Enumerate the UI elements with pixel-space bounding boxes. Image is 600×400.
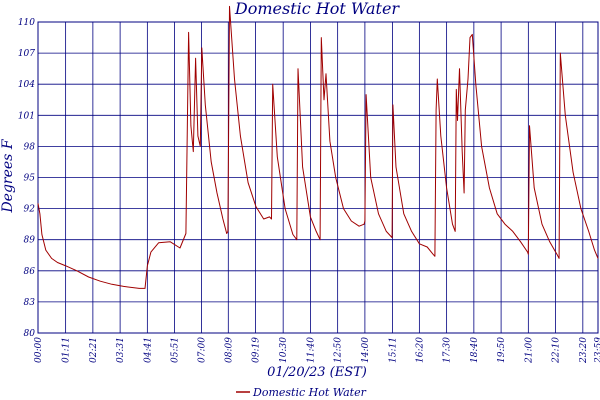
x-tick-label: 00:00 [34,337,44,363]
x-tick-label: 11:40 [306,337,316,363]
x-tick-label: 16:20 [415,337,425,363]
x-tick-label: 07:00 [197,337,207,363]
x-tick-label: 02:21 [89,337,99,363]
x-tick-label: 17:30 [443,337,453,363]
x-tick-label: 19:50 [497,337,507,363]
x-tick-label: 12:50 [334,337,344,363]
x-tick-label: 09:19 [252,337,262,363]
x-axis-label: 01/20/23 (EST) [267,365,367,380]
y-tick-label: 95 [24,174,36,184]
x-tick-label: 23:59 [594,337,600,364]
x-tick-labels: 00:00 01:11 02:21 03:31 04:41 05:51 07:00 08:09… [34,337,600,364]
x-tick-label: 05:51 [171,337,181,363]
x-tick-label: 08:09 [224,337,234,363]
y-tick-label: 104 [18,80,35,90]
legend-label: Domestic Hot Water [252,386,367,399]
x-tick-label: 15:11 [389,337,399,363]
y-axis-label: Degrees F [0,138,16,213]
y-tick-label: 98 [24,142,36,152]
series-group [37,5,599,289]
y-tick-label: 101 [18,111,35,121]
x-tick-label: 22:10 [552,337,562,364]
x-tick-label: 01:11 [62,337,72,363]
legend: Domestic Hot Water [236,386,367,399]
x-tick-label: 23:20 [579,337,589,364]
x-tick-label: 04:41 [143,337,153,363]
y-tick-label: 80 [24,329,36,339]
x-tick-label: 03:31 [116,337,126,363]
chart-title: Domestic Hot Water [234,0,401,18]
x-tick-label: 21:00 [524,337,534,364]
x-tick-label: 18:40 [470,337,480,363]
y-tick-label: 110 [18,18,35,28]
y-tick-label: 92 [24,205,36,215]
y-tick-label: 83 [24,298,36,308]
y-tick-label: 107 [18,49,35,59]
x-tick-label: 14:00 [361,337,371,363]
y-tick-label: 89 [24,236,36,246]
y-tick-labels: 80 83 86 89 92 95 98 101 104 107 110 [18,18,35,339]
series-line-domestic-hot-water [37,5,599,289]
y-tick-label: 86 [24,267,36,277]
x-tick-label: 10:30 [279,337,289,363]
